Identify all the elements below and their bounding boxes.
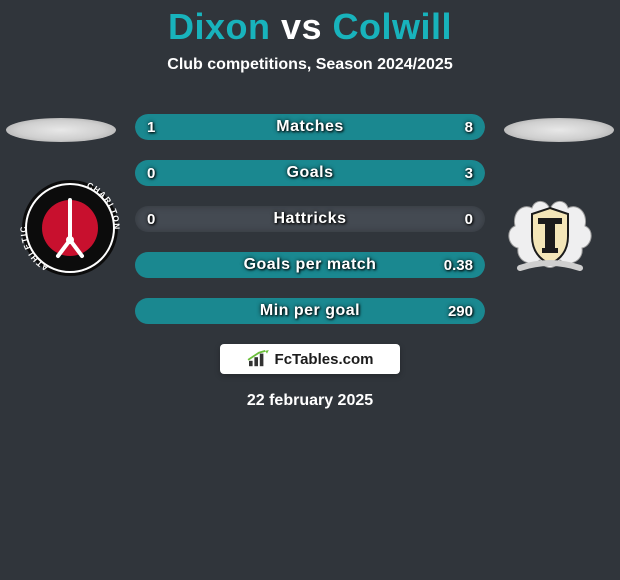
player2-name: Colwill xyxy=(333,6,453,47)
comparison-stage: CHARLTON ATHLETIC 1 Matches 8 0 xyxy=(0,114,620,410)
platform-right xyxy=(504,118,614,142)
stat-row-hattricks: 0 Hattricks 0 xyxy=(135,206,485,232)
chart-icon xyxy=(247,350,269,368)
date-label: 22 february 2025 xyxy=(0,392,620,410)
club-crest-right xyxy=(500,178,600,278)
comparison-title: Dixon vs Colwill xyxy=(0,0,620,48)
stat-bars: 1 Matches 8 0 Goals 3 0 Hattricks 0 Goal… xyxy=(135,114,485,324)
watermark: FcTables.com xyxy=(220,344,400,374)
stat-label: Min per goal xyxy=(135,298,485,324)
subtitle: Club competitions, Season 2024/2025 xyxy=(0,56,620,74)
stat-row-min-per-goal: Min per goal 290 xyxy=(135,298,485,324)
stat-right-value: 0.38 xyxy=(444,252,473,278)
right-crest-icon xyxy=(500,178,600,278)
stat-row-goals-per-match: Goals per match 0.38 xyxy=(135,252,485,278)
watermark-text: FcTables.com xyxy=(275,351,374,368)
stat-row-matches: 1 Matches 8 xyxy=(135,114,485,140)
platform-left xyxy=(6,118,116,142)
stat-right-value: 290 xyxy=(448,298,473,324)
charlton-crest-icon: CHARLTON ATHLETIC xyxy=(20,178,120,278)
player1-name: Dixon xyxy=(168,6,271,47)
stat-label: Matches xyxy=(135,114,485,140)
stat-right-value: 3 xyxy=(465,160,473,186)
stat-label: Goals per match xyxy=(135,252,485,278)
club-crest-left: CHARLTON ATHLETIC xyxy=(20,178,120,278)
stat-row-goals: 0 Goals 3 xyxy=(135,160,485,186)
stat-label: Goals xyxy=(135,160,485,186)
vs-label: vs xyxy=(281,6,322,47)
stat-right-value: 8 xyxy=(465,114,473,140)
stat-label: Hattricks xyxy=(135,206,485,232)
stat-right-value: 0 xyxy=(465,206,473,232)
